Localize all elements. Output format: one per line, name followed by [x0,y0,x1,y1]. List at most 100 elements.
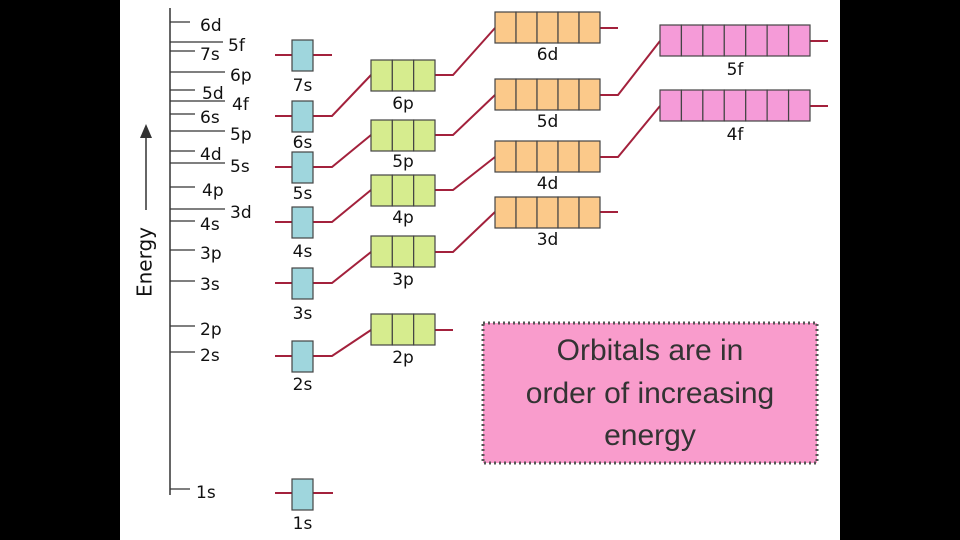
orbital-cell [370,174,393,207]
orbital-cell [494,140,517,173]
orbital-label: 4s [293,242,313,262]
orbital-cell [291,267,314,300]
orbital-cell [494,78,517,111]
callout-text: order of increasing [526,377,774,410]
orbital: 3s [291,267,314,324]
orbital-cell [370,235,393,268]
connector [435,211,496,253]
orbital-label: 3p [392,270,414,290]
orbital-label: 2p [392,348,414,368]
orbital-cell [766,89,790,122]
orbital-cell [391,174,415,207]
orbital-cell [745,24,768,57]
orbital-cell [536,140,559,173]
orbital: 3p [370,235,436,290]
orbital-cell [723,89,747,122]
level-label: 3d [230,203,252,223]
orbital: 6p [370,59,436,114]
connector [435,156,496,191]
orbital-cell [536,196,559,229]
orbital-cell [413,119,436,152]
orbital-cell [515,11,538,44]
callout: Orbitals are in order of increasing energy [481,321,819,465]
orbital-label: 6d [537,45,559,65]
orbital-cell [578,196,601,229]
callout-text: Orbitals are in [557,334,744,367]
orbital-cell [680,89,704,122]
orbital: 4d [494,140,601,194]
orbital: 2p [370,313,436,368]
orbital-cell [745,89,768,122]
callout-box [481,321,819,465]
orbital-label: 6s [293,133,313,153]
level-label: 5f [228,36,246,56]
level-label: 1s [196,483,216,503]
connector [435,94,496,136]
orbital-cell [494,196,517,229]
orbital-label: 5p [392,152,414,172]
orbital-cell [536,78,559,111]
orbital-cell [291,206,314,239]
orbital: 7s [291,39,314,96]
orbital-cell [578,140,601,173]
orbital-cell [391,119,415,152]
level-label: 5d [202,84,224,104]
level-label: 2s [200,346,220,366]
orbital-cell [659,89,683,122]
orbital-cell [578,11,601,44]
orbital-cell [680,24,704,57]
orbital: 6s [291,100,314,153]
orbital-cell [702,89,725,122]
orbital-cell [787,24,811,57]
orbital-label: 6p [392,94,414,114]
orbital-cell [413,59,436,92]
orbital-cell [536,11,559,44]
orbital: 6d [494,11,601,65]
level-label: 7s [200,45,220,65]
orbital-label: 5s [293,184,313,204]
connector [600,40,661,96]
level-label: 4d [200,145,222,165]
level-label: 5s [230,157,250,177]
orbital: 1s [291,478,314,534]
orbital: 3d [494,196,601,250]
orbital-cell [370,313,393,346]
connector [313,134,372,168]
orbital-cell [370,119,393,152]
orbital: 5d [494,78,601,132]
orbital-label: 4p [392,208,414,228]
orbital: 4s [291,206,314,262]
orbital-cell [413,313,436,346]
orbital: 5f [659,24,811,80]
orbital-cell [391,59,415,92]
level-label: 3p [200,244,222,264]
orbital-cell [766,24,790,57]
orbital: 5p [370,119,436,172]
orbital-cell [659,24,683,57]
connector [600,105,661,158]
orbital-cell [515,140,538,173]
orbital-cell [391,235,415,268]
orbital-label: 1s [293,514,313,534]
orbital-cell [578,78,601,111]
level-label: 6p [230,66,252,86]
connector [313,74,372,117]
orbital-label: 5d [537,112,559,132]
orbital-cell [557,78,580,111]
orbital: 2s [291,340,314,395]
arrow-head [140,124,152,138]
connector [313,251,372,284]
level-label: 4s [200,215,220,235]
axis-label: Energy [133,227,157,297]
orbital-label: 4f [727,125,745,145]
orbital-cell [494,11,517,44]
connector [313,329,372,357]
orbital-cell [370,59,393,92]
orbital-cell [515,196,538,229]
orbital-cell [413,235,436,268]
orbital-cell [291,100,314,133]
orbital-cell [557,196,580,229]
orbital-cell [291,39,314,72]
